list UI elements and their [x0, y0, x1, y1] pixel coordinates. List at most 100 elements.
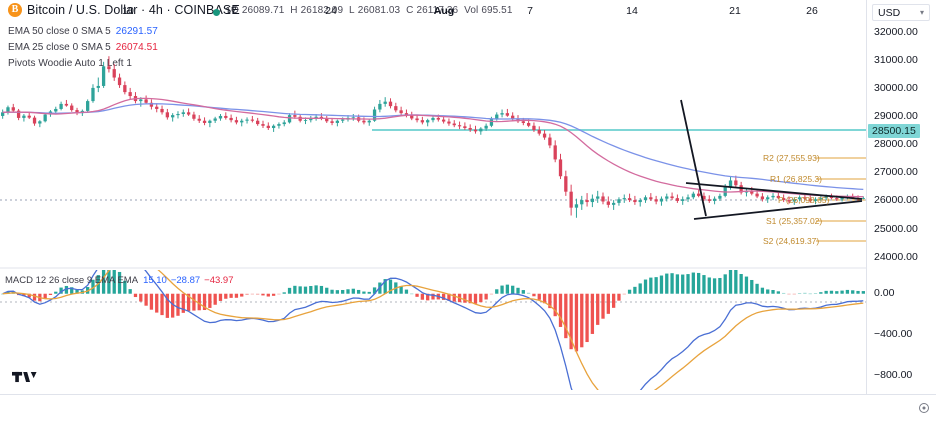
candle-body: [309, 117, 313, 121]
candle-body: [404, 113, 409, 116]
candle-body: [606, 201, 610, 205]
candle-body: [447, 121, 451, 124]
ohlc-open: 26089.71: [241, 5, 285, 16]
candle-body: [718, 195, 722, 199]
candle-body: [16, 110, 21, 118]
candle-body: [601, 196, 605, 202]
candle-body: [171, 115, 175, 118]
macd-histogram-bar: [511, 285, 515, 294]
macd-histogram-bar: [420, 293, 425, 300]
macd-histogram-bar: [686, 274, 690, 294]
candle-body: [542, 133, 547, 138]
candle-body: [282, 122, 286, 125]
macd-histogram-bar: [346, 289, 350, 294]
macd-histogram-bar: [325, 287, 329, 294]
candle-body: [128, 92, 132, 97]
candle-body: [38, 121, 42, 124]
macd-histogram-bar: [144, 293, 148, 306]
candle-body: [11, 107, 15, 111]
trendline-steep-downtrend[interactable]: [680, 99, 707, 217]
legend-ema50[interactable]: EMA 50 close 0 SMA 5 26291.57: [8, 26, 158, 37]
candle-body: [303, 120, 308, 121]
status-dot: [213, 9, 220, 16]
macd-histogram-bar: [123, 280, 127, 294]
tradingview-logo[interactable]: [12, 368, 38, 386]
candle-body: [64, 103, 69, 106]
macd-histogram-bar: [659, 275, 664, 294]
candle-body: [829, 196, 834, 199]
candle-body: [622, 198, 626, 200]
legend-pivots[interactable]: Pivots Woodie Auto 1 Left 1: [8, 58, 133, 69]
ohlc-close-label: C: [406, 5, 414, 16]
macd-histogram-bar: [202, 293, 207, 311]
candle-body: [792, 199, 796, 202]
macd-histogram-bar: [218, 293, 223, 301]
price-tick: 28000.00: [874, 138, 918, 151]
macd-histogram-bar: [739, 274, 743, 294]
legend-macd-title: MACD 12 26 close 9 EMA EMA: [5, 275, 139, 286]
macd-histogram-bar: [771, 290, 775, 294]
price-tick: 30000.00: [874, 82, 918, 95]
candle-body: [325, 118, 329, 122]
price-tick: 32000.00: [874, 26, 918, 39]
macd-histogram-bar: [341, 289, 345, 294]
macd-histogram-bar: [356, 289, 361, 294]
candle-body: [755, 193, 759, 197]
legend-ema25-value: 26074.51: [115, 42, 158, 53]
legend-ema25[interactable]: EMA 25 close 0 SMA 5 26074.51: [8, 42, 158, 53]
candle-body: [399, 110, 403, 114]
candle-body: [633, 200, 637, 203]
macd-histogram-bar: [803, 292, 807, 294]
symbol-title[interactable]: Bitcoin / U.S. Dollar · 4h · COINBASE: [27, 3, 240, 17]
macd-histogram-bar: [266, 293, 270, 297]
candle-body: [293, 115, 297, 117]
macd-histogram-bar: [702, 275, 706, 294]
candle-body: [410, 115, 414, 119]
macd-histogram-bar: [441, 293, 446, 300]
macd-histogram-bar: [431, 293, 435, 300]
pivot-label-r2: R2 (27,555.93): [763, 153, 820, 163]
chart-header: B Bitcoin / U.S. Dollar · 4h · COINBASE …: [0, 0, 936, 22]
symbol-block[interactable]: B Bitcoin / U.S. Dollar · 4h · COINBASE: [8, 3, 240, 17]
trendline-wedge-lower[interactable]: [693, 200, 863, 220]
candle-body: [511, 115, 515, 119]
macd-histogram-bar: [558, 293, 563, 327]
crosshair-target-icon[interactable]: [918, 402, 930, 414]
macd-histogram-bar: [856, 290, 860, 294]
currency-selector[interactable]: USD ▾: [872, 4, 930, 21]
pivot-label-r1: R1 (26,825.3): [770, 174, 822, 184]
price-tick: 29000.00: [874, 110, 918, 123]
time-axis[interactable]: [0, 394, 936, 422]
macd-histogram-bar: [388, 279, 393, 294]
candle-body: [123, 85, 127, 93]
candle-body: [702, 195, 706, 200]
candle-body: [611, 202, 616, 205]
macd-histogram-bar: [776, 291, 780, 294]
candle-body: [452, 123, 456, 126]
candle-body: [585, 200, 589, 203]
price-pane: [0, 56, 866, 242]
candle-body: [670, 196, 674, 199]
candle-body: [96, 85, 100, 88]
candle-body: [707, 199, 711, 201]
macd-histogram-bar: [649, 277, 653, 294]
candle-body: [43, 114, 47, 122]
macd-histogram-bar: [224, 293, 228, 299]
macd-histogram-bar: [766, 289, 770, 294]
candle-body: [691, 193, 695, 198]
price-axis[interactable]: [866, 0, 936, 422]
macd-histogram-bar: [181, 293, 185, 313]
candle-body: [70, 105, 74, 111]
trendline-wedge-upper[interactable]: [685, 182, 863, 200]
macd-histogram-bar: [728, 270, 733, 294]
macd-histogram-bar: [521, 290, 525, 294]
legend-macd[interactable]: MACD 12 26 close 9 EMA EMA 15.10 −28.87 −43…: [5, 275, 234, 286]
macd-histogram-bar: [845, 289, 850, 294]
candle-body: [776, 195, 780, 199]
macd-histogram-bar: [564, 293, 568, 339]
time-tick: 24: [325, 5, 337, 17]
candle-body: [213, 118, 217, 121]
candle-body: [441, 119, 446, 122]
